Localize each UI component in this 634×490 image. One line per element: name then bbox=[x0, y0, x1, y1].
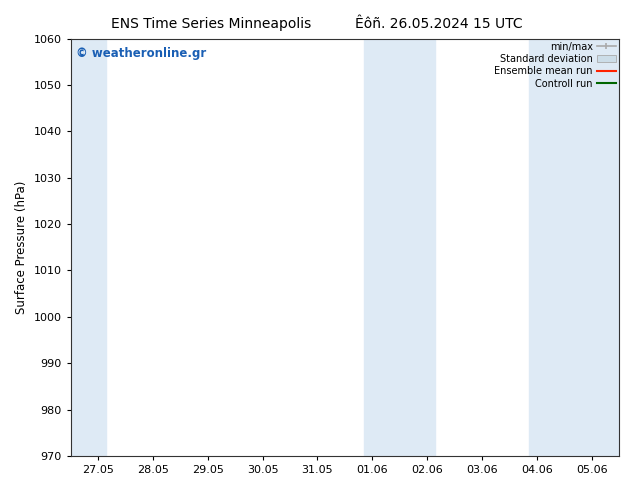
Bar bbox=[364, 39, 436, 456]
Text: © weatheronline.gr: © weatheronline.gr bbox=[76, 47, 207, 60]
Bar bbox=[71, 39, 107, 456]
Y-axis label: Surface Pressure (hPa): Surface Pressure (hPa) bbox=[15, 181, 28, 314]
Text: ENS Time Series Minneapolis          Êôñ. 26.05.2024 15 UTC: ENS Time Series Minneapolis Êôñ. 26.05.2… bbox=[111, 15, 523, 31]
Legend: min/max, Standard deviation, Ensemble mean run, Controll run: min/max, Standard deviation, Ensemble me… bbox=[495, 42, 616, 89]
Bar bbox=[529, 39, 619, 456]
